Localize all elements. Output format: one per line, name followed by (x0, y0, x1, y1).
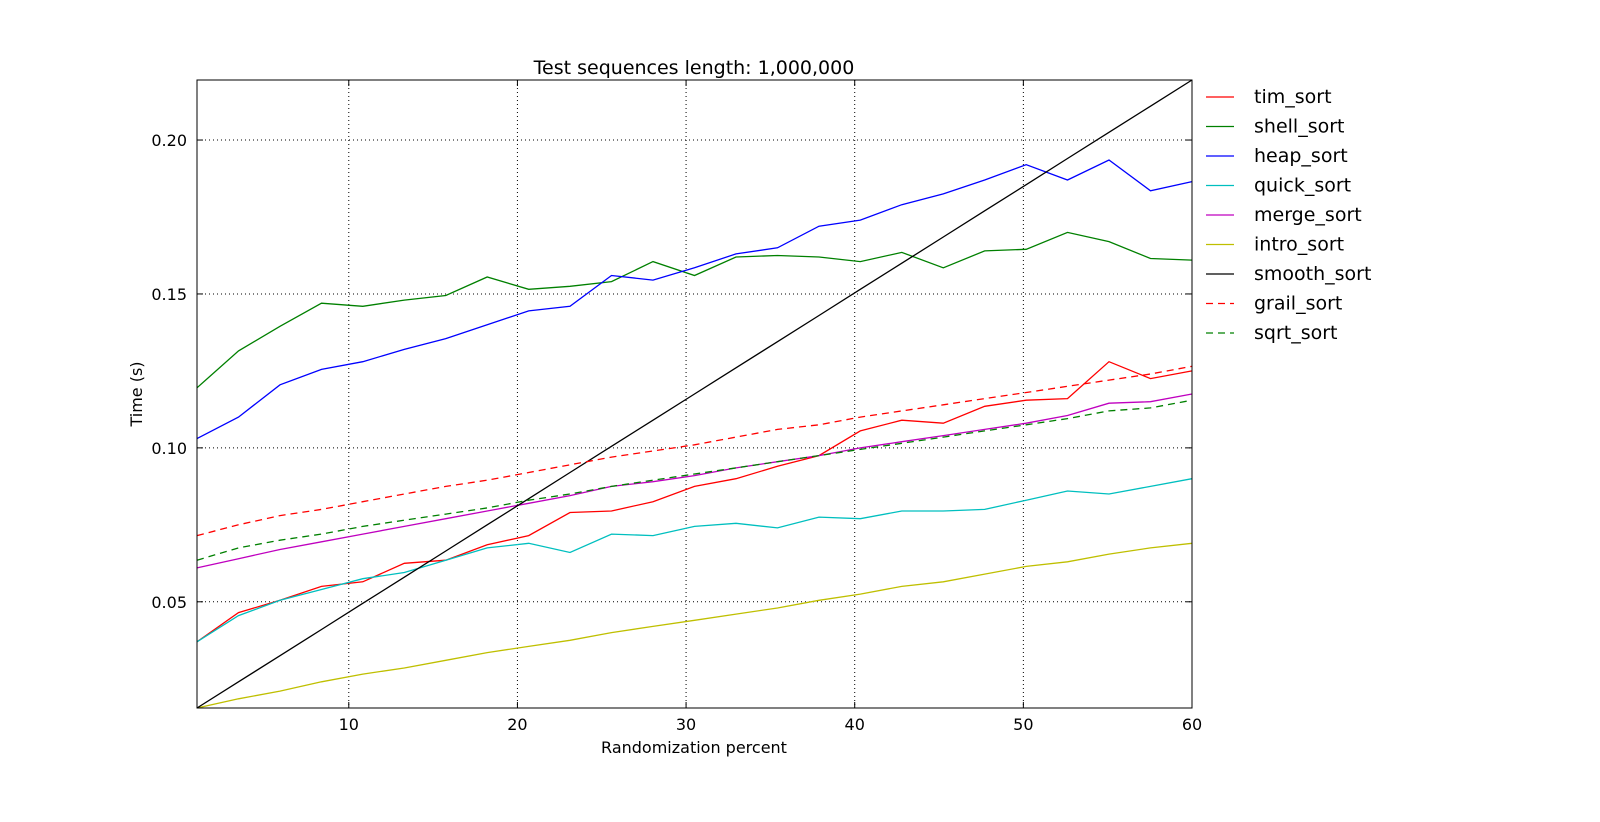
x-axis-label: Randomization percent (601, 738, 787, 757)
legend-label: quick_sort (1254, 175, 1351, 197)
x-tick-label: 20 (507, 715, 527, 734)
axis-ticks: 10 20 30 40 50 60 0.05 0.10 0.15 0.20 (151, 80, 1202, 734)
y-tick-label: 0.10 (151, 439, 187, 458)
legend-item-tim-sort: tim_sort (1206, 86, 1332, 108)
series-line-quick-sort (196, 478, 1193, 643)
y-tick-label: 0.05 (151, 593, 187, 612)
legend-item-grail-sort: grail_sort (1206, 293, 1342, 315)
x-tick-label: 60 (1182, 715, 1202, 734)
series-line-sqrt-sort (196, 399, 1193, 561)
legend-item-quick-sort: quick_sort (1206, 175, 1351, 197)
legend-label: shell_sort (1254, 116, 1344, 138)
x-tick-label: 30 (676, 715, 696, 734)
x-tick-label: 10 (339, 715, 359, 734)
legend-label: intro_sort (1254, 234, 1344, 256)
legend-label: smooth_sort (1254, 263, 1371, 285)
series-line-grail-sort (196, 365, 1193, 537)
series-line-tim-sort (196, 360, 1193, 643)
legend: tim_sort shell_sort heap_sort quick_sortmer… (1206, 86, 1371, 344)
chart-title: Test sequences length: 1,000,000 (533, 57, 855, 79)
y-tick-label: 0.20 (151, 131, 187, 150)
legend-label: grail_sort (1254, 293, 1342, 315)
series-lines (196, 79, 1193, 709)
series-line-intro-sort (196, 542, 1193, 709)
plot-area-frame (196, 79, 1193, 709)
x-tick-label: 50 (1013, 715, 1033, 734)
legend-item-heap-sort: heap_sort (1206, 145, 1348, 167)
series-line-smooth-sort (196, 79, 1193, 709)
x-tick-label: 40 (845, 715, 865, 734)
legend-label: tim_sort (1254, 86, 1332, 108)
legend-item-sqrt-sort: sqrt_sort (1206, 322, 1338, 344)
series-line-shell-sort (196, 231, 1193, 389)
series-line-merge-sort (196, 393, 1193, 569)
legend-item-smooth-sort: smooth_sort (1206, 263, 1371, 285)
legend-label: merge_sort (1254, 204, 1362, 226)
legend-label: heap_sort (1254, 145, 1348, 167)
legend-item-merge-sort: merge_sort (1206, 204, 1362, 226)
y-axis-label: Time (s) (127, 361, 146, 427)
y-tick-label: 0.15 (151, 285, 187, 304)
legend-item-intro-sort: intro_sort (1206, 234, 1344, 256)
legend-item-shell-sort: shell_sort (1206, 116, 1344, 138)
series-line-heap-sort (196, 159, 1193, 440)
legend-label: sqrt_sort (1254, 322, 1338, 344)
